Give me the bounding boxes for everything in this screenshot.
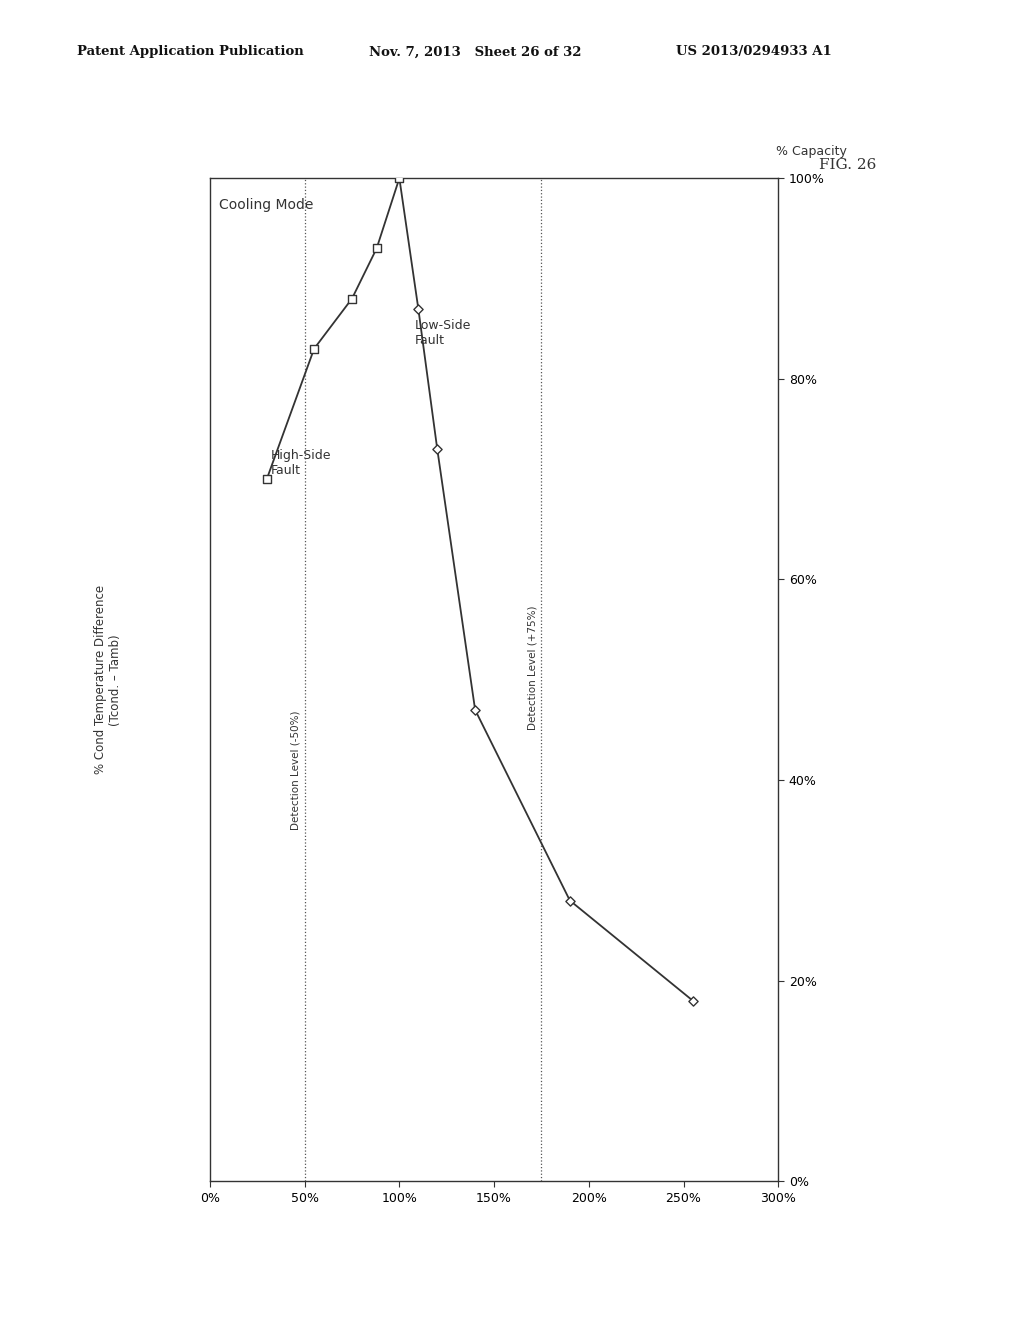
Point [306, 338, 323, 359]
Text: Cooling Mode: Cooling Mode [219, 198, 313, 213]
Point [369, 238, 385, 259]
Point [685, 990, 701, 1011]
Text: Detection Level (-50%): Detection Level (-50%) [291, 710, 301, 830]
Text: Low-Side
Fault: Low-Side Fault [415, 318, 471, 347]
Text: US 2013/0294933 A1: US 2013/0294933 A1 [676, 45, 831, 58]
Point [429, 438, 445, 459]
Text: High-Side
Fault: High-Side Fault [270, 449, 331, 477]
Text: Patent Application Publication: Patent Application Publication [77, 45, 303, 58]
Point [391, 168, 408, 189]
Point [467, 700, 483, 721]
Text: FIG. 26: FIG. 26 [819, 157, 877, 172]
Point [258, 469, 274, 490]
Text: Detection Level (+75%): Detection Level (+75%) [527, 606, 538, 730]
Text: % Cond Temperature Difference
(Tcond. – Tamb): % Cond Temperature Difference (Tcond. – … [93, 585, 122, 775]
Point [561, 890, 578, 911]
Point [344, 288, 360, 309]
Point [410, 298, 427, 319]
Text: % Capacity: % Capacity [775, 145, 847, 158]
Text: Nov. 7, 2013   Sheet 26 of 32: Nov. 7, 2013 Sheet 26 of 32 [369, 45, 582, 58]
